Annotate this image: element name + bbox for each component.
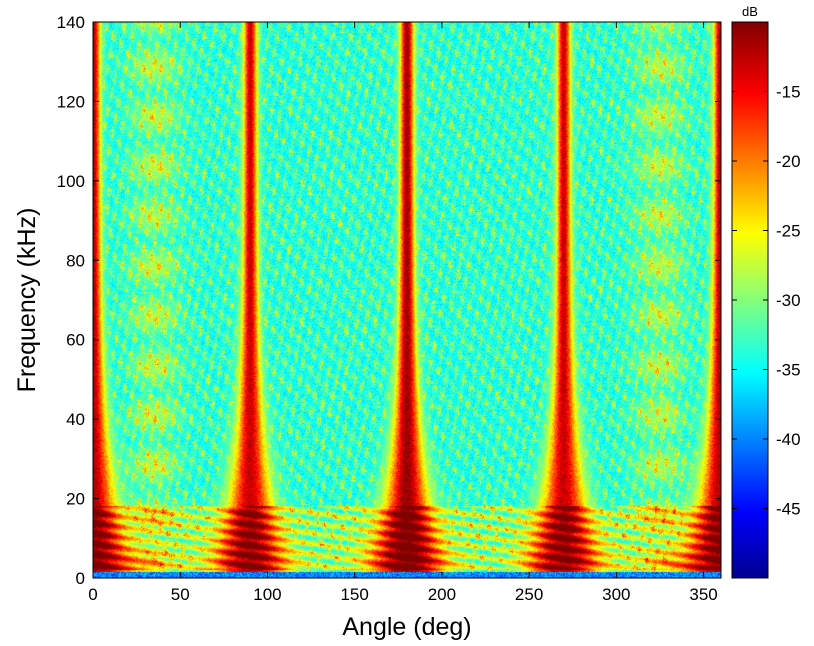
- colorbar-tick-label: -15: [776, 83, 801, 102]
- colorbar-unit-label: dB: [742, 4, 758, 19]
- y-tick-label: 80: [66, 251, 85, 270]
- x-tick-label: 250: [515, 585, 543, 604]
- x-axis: 0 50 100 150 200 250 300 350: [88, 22, 718, 604]
- y-tick-label: 60: [66, 331, 85, 350]
- y-tick-label: 140: [57, 13, 85, 32]
- y-axis-title: Frequency (kHz): [13, 208, 41, 393]
- plot-frame: [92, 21, 722, 579]
- x-axis-title: Angle (deg): [342, 613, 471, 641]
- colorbar-tick-label: -20: [776, 152, 801, 171]
- x-tick-label: 0: [88, 585, 97, 604]
- colorbar-tick-label: -25: [776, 222, 801, 241]
- x-tick-label: 300: [602, 585, 630, 604]
- x-tick-label: 150: [340, 585, 368, 604]
- y-tick-label: 0: [76, 569, 85, 588]
- y-tick-label: 40: [66, 410, 85, 429]
- x-tick-label: 100: [253, 585, 281, 604]
- colorbar-tick-label: -40: [776, 430, 801, 449]
- x-tick-label: 200: [428, 585, 456, 604]
- colorbar-tick-label: -35: [776, 361, 801, 380]
- x-tick-label: 350: [689, 585, 717, 604]
- colorbar-ticks: -15 -20 -25 -30 -35 -40 -45: [732, 83, 801, 519]
- x-tick-label: 50: [171, 585, 190, 604]
- heatmap-raster: [93, 22, 721, 578]
- colorbar-tick-label: -30: [776, 291, 801, 310]
- y-tick-label: 120: [57, 92, 85, 111]
- colorbar: [731, 21, 769, 579]
- colorbar-tick-label: -45: [776, 500, 801, 519]
- y-tick-label: 100: [57, 172, 85, 191]
- heatmap-raster-container: [93, 22, 721, 578]
- y-axis: 0 20 40 60 80 100 120 140: [57, 13, 721, 588]
- y-tick-label: 20: [66, 490, 85, 509]
